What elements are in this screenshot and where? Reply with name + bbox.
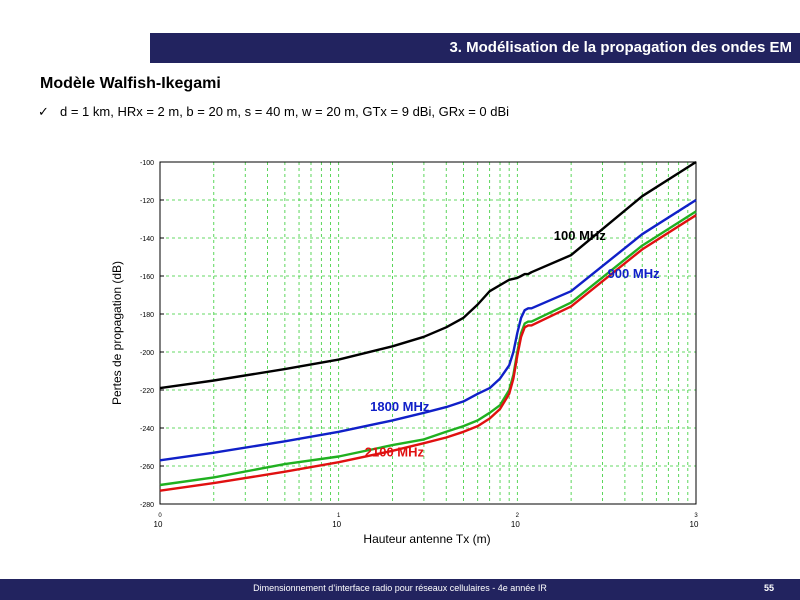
bullet-row: ✓ d = 1 km, HRx = 2 m, b = 20 m, s = 40 m…: [38, 104, 509, 120]
header-title: 3. Modélisation de la propagation des on…: [449, 39, 792, 56]
series-annotations: 100 MHz 900 MHz 1800 MHz 2100 MHz: [365, 228, 660, 460]
page-number: 55: [763, 583, 774, 593]
y-tick-label: -180: [140, 312, 154, 319]
x-tick-label: 10: [511, 520, 520, 529]
y-tick-label: -120: [140, 198, 154, 205]
header-bar: 3. Modélisation de la propagation des on…: [150, 33, 800, 63]
y-tick-label: -140: [140, 236, 154, 243]
series-annotation: 2100 MHz: [365, 445, 425, 460]
x-tick-exponent: 3: [694, 513, 698, 519]
footer-bar: Dimensionnement d’interface radio pour r…: [0, 579, 800, 600]
series-group: [159, 160, 697, 492]
x-tick-exponent: 0: [158, 513, 162, 519]
y-tick-label: -200: [140, 350, 154, 357]
x-tick-exponent: 1: [337, 513, 341, 519]
bullet-text: d = 1 km, HRx = 2 m, b = 20 m, s = 40 m,…: [60, 104, 510, 119]
footer-text: Dimensionnement d’interface radio pour r…: [253, 583, 547, 593]
series-line: [159, 210, 697, 487]
series-line: [159, 198, 697, 462]
y-tick-label: -260: [140, 464, 154, 471]
plot-border: [159, 161, 697, 505]
y-tick-label: -160: [140, 274, 154, 281]
y-tick-label: -280: [140, 502, 154, 509]
x-tick-exponent: 2: [516, 513, 520, 519]
x-tick-label: 10: [154, 520, 163, 529]
section-title: Modèle Walfish-Ikegami: [40, 75, 221, 92]
checkmark-icon: ✓: [38, 104, 49, 119]
tick-labels: -100 -120 -140 -160 -180 -200 -220 -240 -260 -280…: [140, 160, 699, 529]
series-line: [159, 160, 697, 390]
series-line: [159, 214, 697, 492]
x-tick-label: 10: [332, 520, 341, 529]
y-tick-label: -240: [140, 426, 154, 433]
plot-background: [100, 150, 710, 550]
series-annotation: 100 MHz: [554, 228, 607, 243]
series-annotation: 1800 MHz: [370, 399, 430, 414]
y-tick-label: -100: [140, 160, 154, 167]
plot-frame: [159, 161, 697, 505]
series-annotation: 900 MHz: [608, 266, 661, 281]
y-tick-label: -220: [140, 388, 154, 395]
propagation-loss-chart: -100 -120 -140 -160 -180 -200 -220 -240 -260 -280…: [100, 150, 710, 550]
x-axis-label: Hauteur antenne Tx (m): [363, 532, 490, 546]
x-tick-label: 10: [690, 520, 699, 529]
y-axis-label: Pertes de propagation (dB): [110, 261, 124, 405]
